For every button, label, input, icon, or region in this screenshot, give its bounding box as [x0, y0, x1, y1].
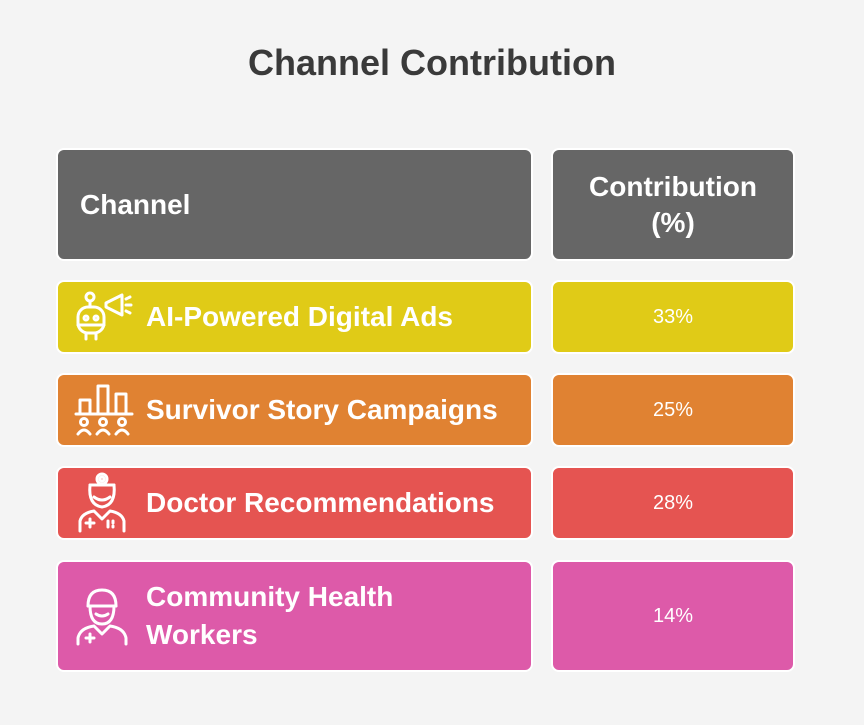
contribution-value: 25%	[551, 373, 795, 447]
header-channel: Channel	[56, 148, 533, 261]
channel-label: Community Health Workers	[146, 581, 394, 650]
contribution-value: 28%	[551, 466, 795, 540]
table-row-ai-ads: AI-Powered Digital Ads	[56, 280, 533, 354]
table-row-survivor-story: Survivor Story Campaigns	[56, 373, 533, 447]
contribution-text: 25%	[652, 398, 694, 421]
contribution-text: 28%	[652, 491, 694, 514]
table-row-community-health: Community Health Workers	[56, 560, 533, 672]
channel-label: Doctor Recommendations	[146, 487, 495, 518]
contribution-value: 33%	[551, 280, 795, 354]
header-contribution-label: Contribution	[589, 170, 757, 202]
header-channel-label: Channel	[80, 188, 191, 220]
bar-chart-people-icon	[72, 378, 136, 442]
doctor-icon	[72, 471, 136, 535]
header-contribution-unit: (%)	[651, 206, 695, 238]
health-worker-icon	[72, 584, 136, 648]
robot-megaphone-icon	[72, 285, 136, 349]
header-contribution: Contribution (%)	[551, 148, 795, 261]
contribution-value: 14%	[551, 560, 795, 672]
table-row-doctor: Doctor Recommendations	[56, 466, 533, 540]
contribution-text: 14%	[652, 604, 694, 627]
channel-label: AI-Powered Digital Ads	[146, 301, 454, 332]
channel-label: Survivor Story Campaigns	[146, 394, 498, 425]
page-title: Channel Contribution	[248, 42, 616, 83]
contribution-text: 33%	[652, 305, 694, 328]
